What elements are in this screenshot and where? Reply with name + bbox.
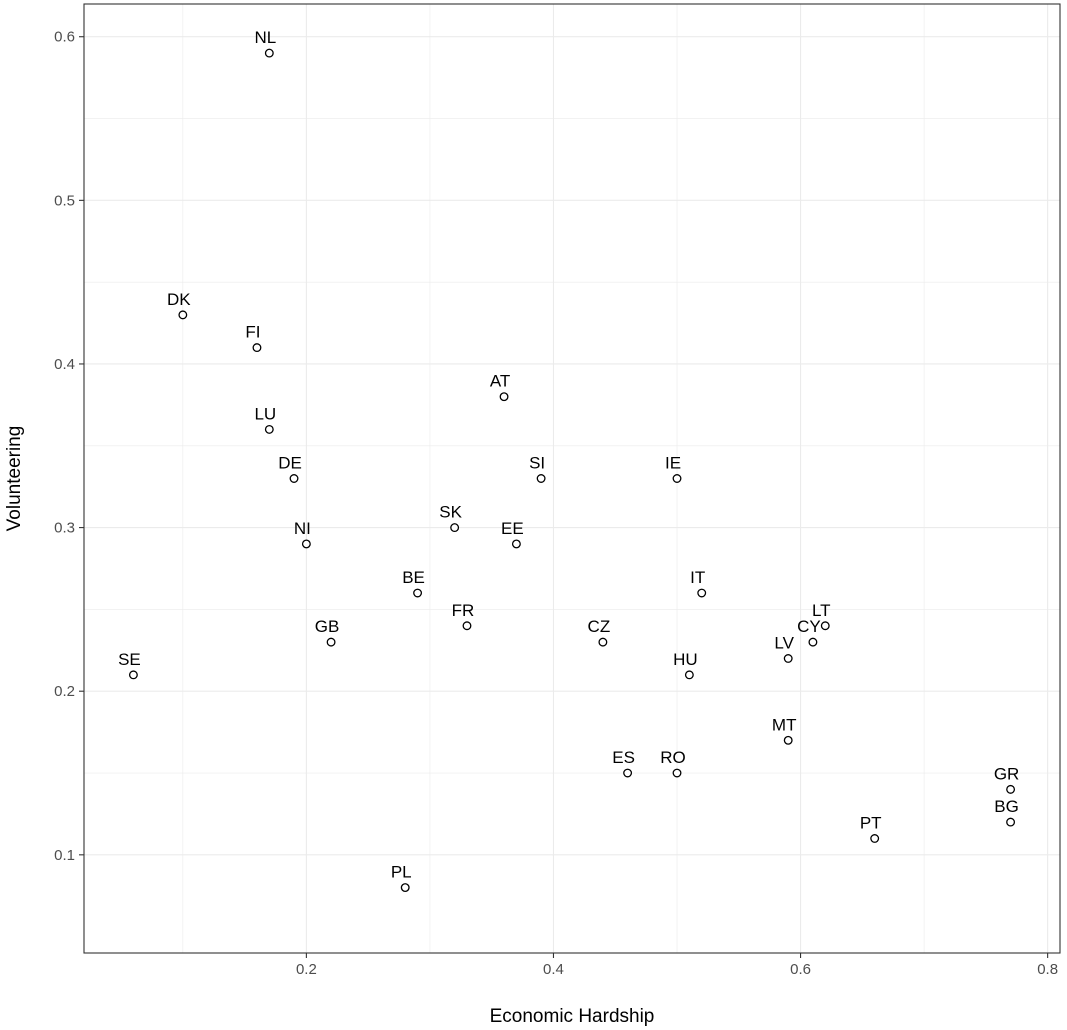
point-it <box>697 588 707 598</box>
point-label-at: AT <box>490 372 510 391</box>
point-label-dk: DK <box>167 290 191 309</box>
point-label-fr: FR <box>452 601 475 620</box>
point-gr <box>1006 784 1016 794</box>
plot-panel-border <box>83 3 1061 954</box>
point-de <box>289 474 299 483</box>
point-label-de: DE <box>278 454 302 473</box>
point-at <box>499 392 509 402</box>
point-label-lt: LT <box>812 601 831 620</box>
x-axis-title: Economic Hardship <box>490 1006 655 1027</box>
point-cy <box>808 637 818 647</box>
point-label-si: SI <box>529 454 545 473</box>
point-label-fi: FI <box>245 323 260 342</box>
point-label-se: SE <box>118 650 141 669</box>
point-label-nl: NL <box>254 28 276 47</box>
x-tick-label: 0.8 <box>1037 961 1058 978</box>
point-label-es: ES <box>612 748 635 767</box>
point-label-mt: MT <box>772 715 797 734</box>
x-tick-label: 0.2 <box>296 961 317 978</box>
point-sk <box>450 523 460 533</box>
point-label-gr: GR <box>994 764 1020 783</box>
point-fi <box>252 343 262 353</box>
point-label-it: IT <box>690 568 705 587</box>
point-be <box>413 588 423 598</box>
point-label-pl: PL <box>391 863 412 882</box>
y-tick-label: 0.5 <box>54 192 75 209</box>
x-axis: 0.2 0.4 0.6 0.8 <box>296 953 1058 978</box>
point-nl <box>264 48 274 58</box>
point-es <box>623 768 633 778</box>
point-gb <box>326 637 336 647</box>
y-tick-label: 0.4 <box>54 356 75 373</box>
x-tick-label: 0.4 <box>543 961 564 978</box>
point-label-hu: HU <box>673 650 698 669</box>
point-ie <box>672 474 682 483</box>
point-ro <box>672 768 682 778</box>
point-lu <box>264 424 274 434</box>
point-lt <box>820 621 830 631</box>
point-label-gb: GB <box>315 617 340 636</box>
point-si <box>536 474 546 483</box>
point-lv <box>783 654 793 663</box>
grid-lines <box>84 4 1060 953</box>
point-label-lv: LV <box>774 633 794 652</box>
y-axis-title: Volunteering <box>4 426 25 532</box>
point-pl <box>400 883 410 893</box>
point-mt <box>783 735 793 745</box>
x-tick-label: 0.6 <box>790 961 811 978</box>
point-label-lu: LU <box>254 404 276 423</box>
point-label-ni: NI <box>294 519 311 538</box>
point-label-ee: EE <box>501 519 524 538</box>
y-tick-label: 0.1 <box>54 847 75 864</box>
y-tick-label: 0.3 <box>54 520 75 537</box>
point-se <box>128 670 138 680</box>
y-tick-label: 0.6 <box>54 29 75 46</box>
y-axis: 0.1 0.2 0.3 0.4 0.5 0.6 <box>54 29 84 864</box>
point-label-be: BE <box>402 568 425 587</box>
point-dk <box>178 310 188 320</box>
point-label-sk: SK <box>439 503 462 522</box>
point-fr <box>462 621 472 631</box>
point-bg <box>1006 817 1016 827</box>
point-label-ie: IE <box>665 454 681 473</box>
y-tick-label: 0.2 <box>54 683 75 700</box>
point-label-cy: CY <box>797 617 821 636</box>
point-label-bg: BG <box>994 797 1019 816</box>
point-hu <box>684 670 694 680</box>
point-label-cz: CZ <box>588 617 611 636</box>
point-label-ro: RO <box>660 748 686 767</box>
point-label-pt: PT <box>860 813 882 832</box>
point-ni <box>301 539 311 549</box>
data-points <box>128 48 1016 893</box>
point-ee <box>511 539 521 549</box>
point-cz <box>598 637 608 647</box>
point-pt <box>870 834 880 843</box>
